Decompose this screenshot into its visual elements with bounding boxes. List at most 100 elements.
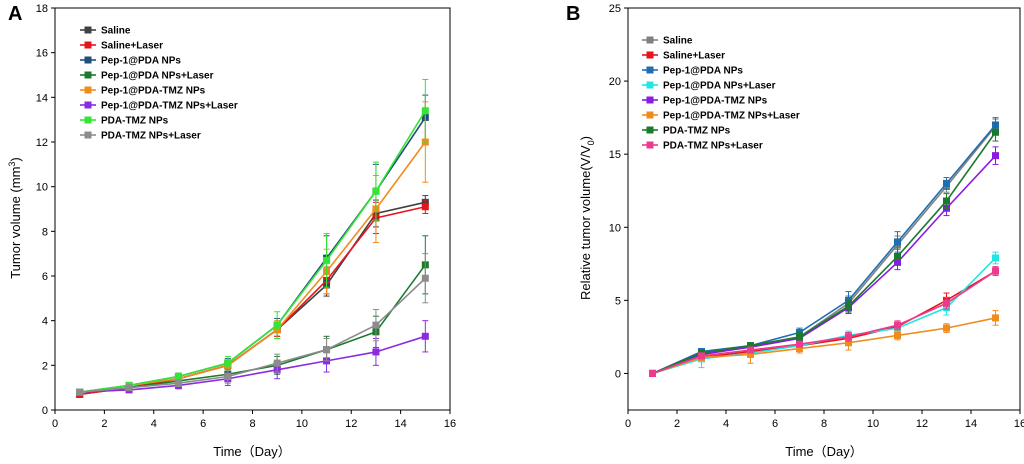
data-point (894, 321, 901, 329)
legend-label: Saline+Laser (101, 41, 163, 52)
data-point (796, 333, 803, 341)
legend: Saline Saline+Laser Pep-1@PDA NPs Pep-1@PDA… (80, 26, 238, 142)
x-tick-label: 4 (723, 418, 729, 430)
x-tick-label: 4 (151, 418, 157, 430)
data-point (421, 274, 429, 282)
panel-b: B Relative tumor volume(V/V0) Time（Day） … (566, 3, 1024, 459)
legend-marker (84, 71, 92, 79)
data-point (174, 379, 182, 387)
legend-marker (84, 41, 92, 49)
data-point (224, 373, 232, 380)
legend-marker (84, 86, 92, 94)
panel-a-label: A (8, 3, 22, 25)
data-point (323, 256, 331, 264)
y-tick-label: 8 (42, 226, 48, 238)
legend-marker (646, 111, 654, 119)
data-point (845, 302, 852, 310)
series-pep-1-pda-nps (649, 117, 999, 377)
legend-marker (646, 126, 654, 134)
y-tick-label: 16 (36, 48, 48, 60)
data-point (421, 203, 429, 211)
x-tick-label: 10 (867, 418, 879, 430)
legend-label: Saline (663, 36, 693, 47)
x-tick-label: 16 (444, 418, 456, 430)
data-point (943, 324, 950, 332)
data-point (894, 238, 901, 246)
data-point (174, 373, 182, 380)
legend-label: PDA-TMZ NPs (101, 116, 169, 127)
data-point (894, 253, 901, 261)
data-point (796, 345, 803, 353)
x-tick-label: 16 (1014, 418, 1024, 430)
data-point (649, 369, 656, 377)
legend-marker (646, 51, 654, 59)
y-tick-label: 25 (609, 3, 621, 15)
series-saline (649, 118, 999, 377)
y-tick-label: 2 (42, 360, 48, 372)
data-point (943, 299, 950, 307)
data-point (943, 179, 950, 187)
y-tick-label: 20 (609, 76, 621, 88)
data-point (747, 350, 754, 358)
panel-a-ylabel: Tumor volume (mm3) (7, 157, 23, 279)
x-tick-label: 6 (772, 418, 778, 430)
series-pda-tmz-nps (649, 122, 999, 377)
legend-label: Saline (101, 26, 131, 37)
data-point (992, 314, 999, 322)
panel-a-plot: 0 2 4 6 8 10 12 14 16024681012141618SalineSaline… (36, 3, 456, 430)
panel-b-label: B (566, 3, 580, 25)
panel-b-plot: 0 2 4 6 8 10 12 14 16 0 5 10 15 20 25 Saline Saline+Lase… (609, 3, 1024, 430)
legend-label: Pep-1@PDA-TMZ NPs (663, 96, 768, 107)
legend-label: Saline+Laser (663, 51, 725, 62)
legend-label: Pep-1@PDA-TMZ NPs (101, 86, 206, 97)
legend-label: PDA-TMZ NPs+Laser (663, 141, 763, 152)
x-tick-label: 6 (200, 418, 206, 430)
legend-marker (646, 141, 654, 149)
x-tick-label: 14 (965, 418, 977, 430)
series-line (79, 110, 426, 393)
y-tick-label: 12 (36, 137, 48, 149)
y-tick-label: 0 (42, 405, 48, 417)
data-point (747, 346, 754, 354)
legend-label: PDA-TMZ NPs+Laser (101, 131, 201, 142)
data-point (747, 342, 754, 350)
data-point (224, 359, 232, 367)
panel-a: A Tumor volume (mm3) Time（Day） 0 2 4 6 8 10 12… (7, 3, 456, 459)
plot-frame (54, 7, 451, 411)
series-line (652, 124, 997, 375)
data-point (323, 346, 331, 354)
legend-marker (646, 81, 654, 89)
series-line (79, 335, 426, 393)
data-point (372, 348, 380, 356)
data-point (421, 332, 429, 340)
x-tick-label: 2 (101, 418, 107, 430)
y-tick-label: 10 (609, 222, 621, 234)
x-tick-label: 0 (52, 418, 58, 430)
data-point (992, 254, 999, 262)
data-point (796, 340, 803, 348)
series-pda-tmz-nps-laser (76, 253, 429, 396)
legend-label: Pep-1@PDA NPs (101, 56, 181, 67)
data-point (698, 352, 705, 360)
series-line (79, 205, 426, 396)
legend-marker (84, 26, 92, 34)
data-point (273, 359, 281, 367)
y-tick-label: 5 (615, 295, 621, 307)
legend-label: Pep-1@PDA-TMZ NPs+Laser (663, 111, 800, 122)
data-point (372, 321, 380, 329)
y-tick-label: 10 (36, 182, 48, 194)
series-line (652, 125, 997, 375)
legend-marker (84, 131, 92, 139)
y-tick-label: 0 (615, 368, 621, 380)
legend-label: Pep-1@PDA NPs+Laser (663, 81, 776, 92)
y-tick-label: 15 (609, 149, 621, 161)
data-point (421, 107, 429, 115)
legend-marker (84, 56, 92, 64)
legend-label: Pep-1@PDA NPs+Laser (101, 71, 214, 82)
legend-label: PDA-TMZ NPs (663, 126, 731, 137)
data-point (76, 388, 84, 396)
data-point (125, 384, 133, 392)
data-point (894, 331, 901, 339)
y-tick-label: 4 (42, 316, 48, 328)
y-tick-label: 14 (36, 92, 48, 104)
